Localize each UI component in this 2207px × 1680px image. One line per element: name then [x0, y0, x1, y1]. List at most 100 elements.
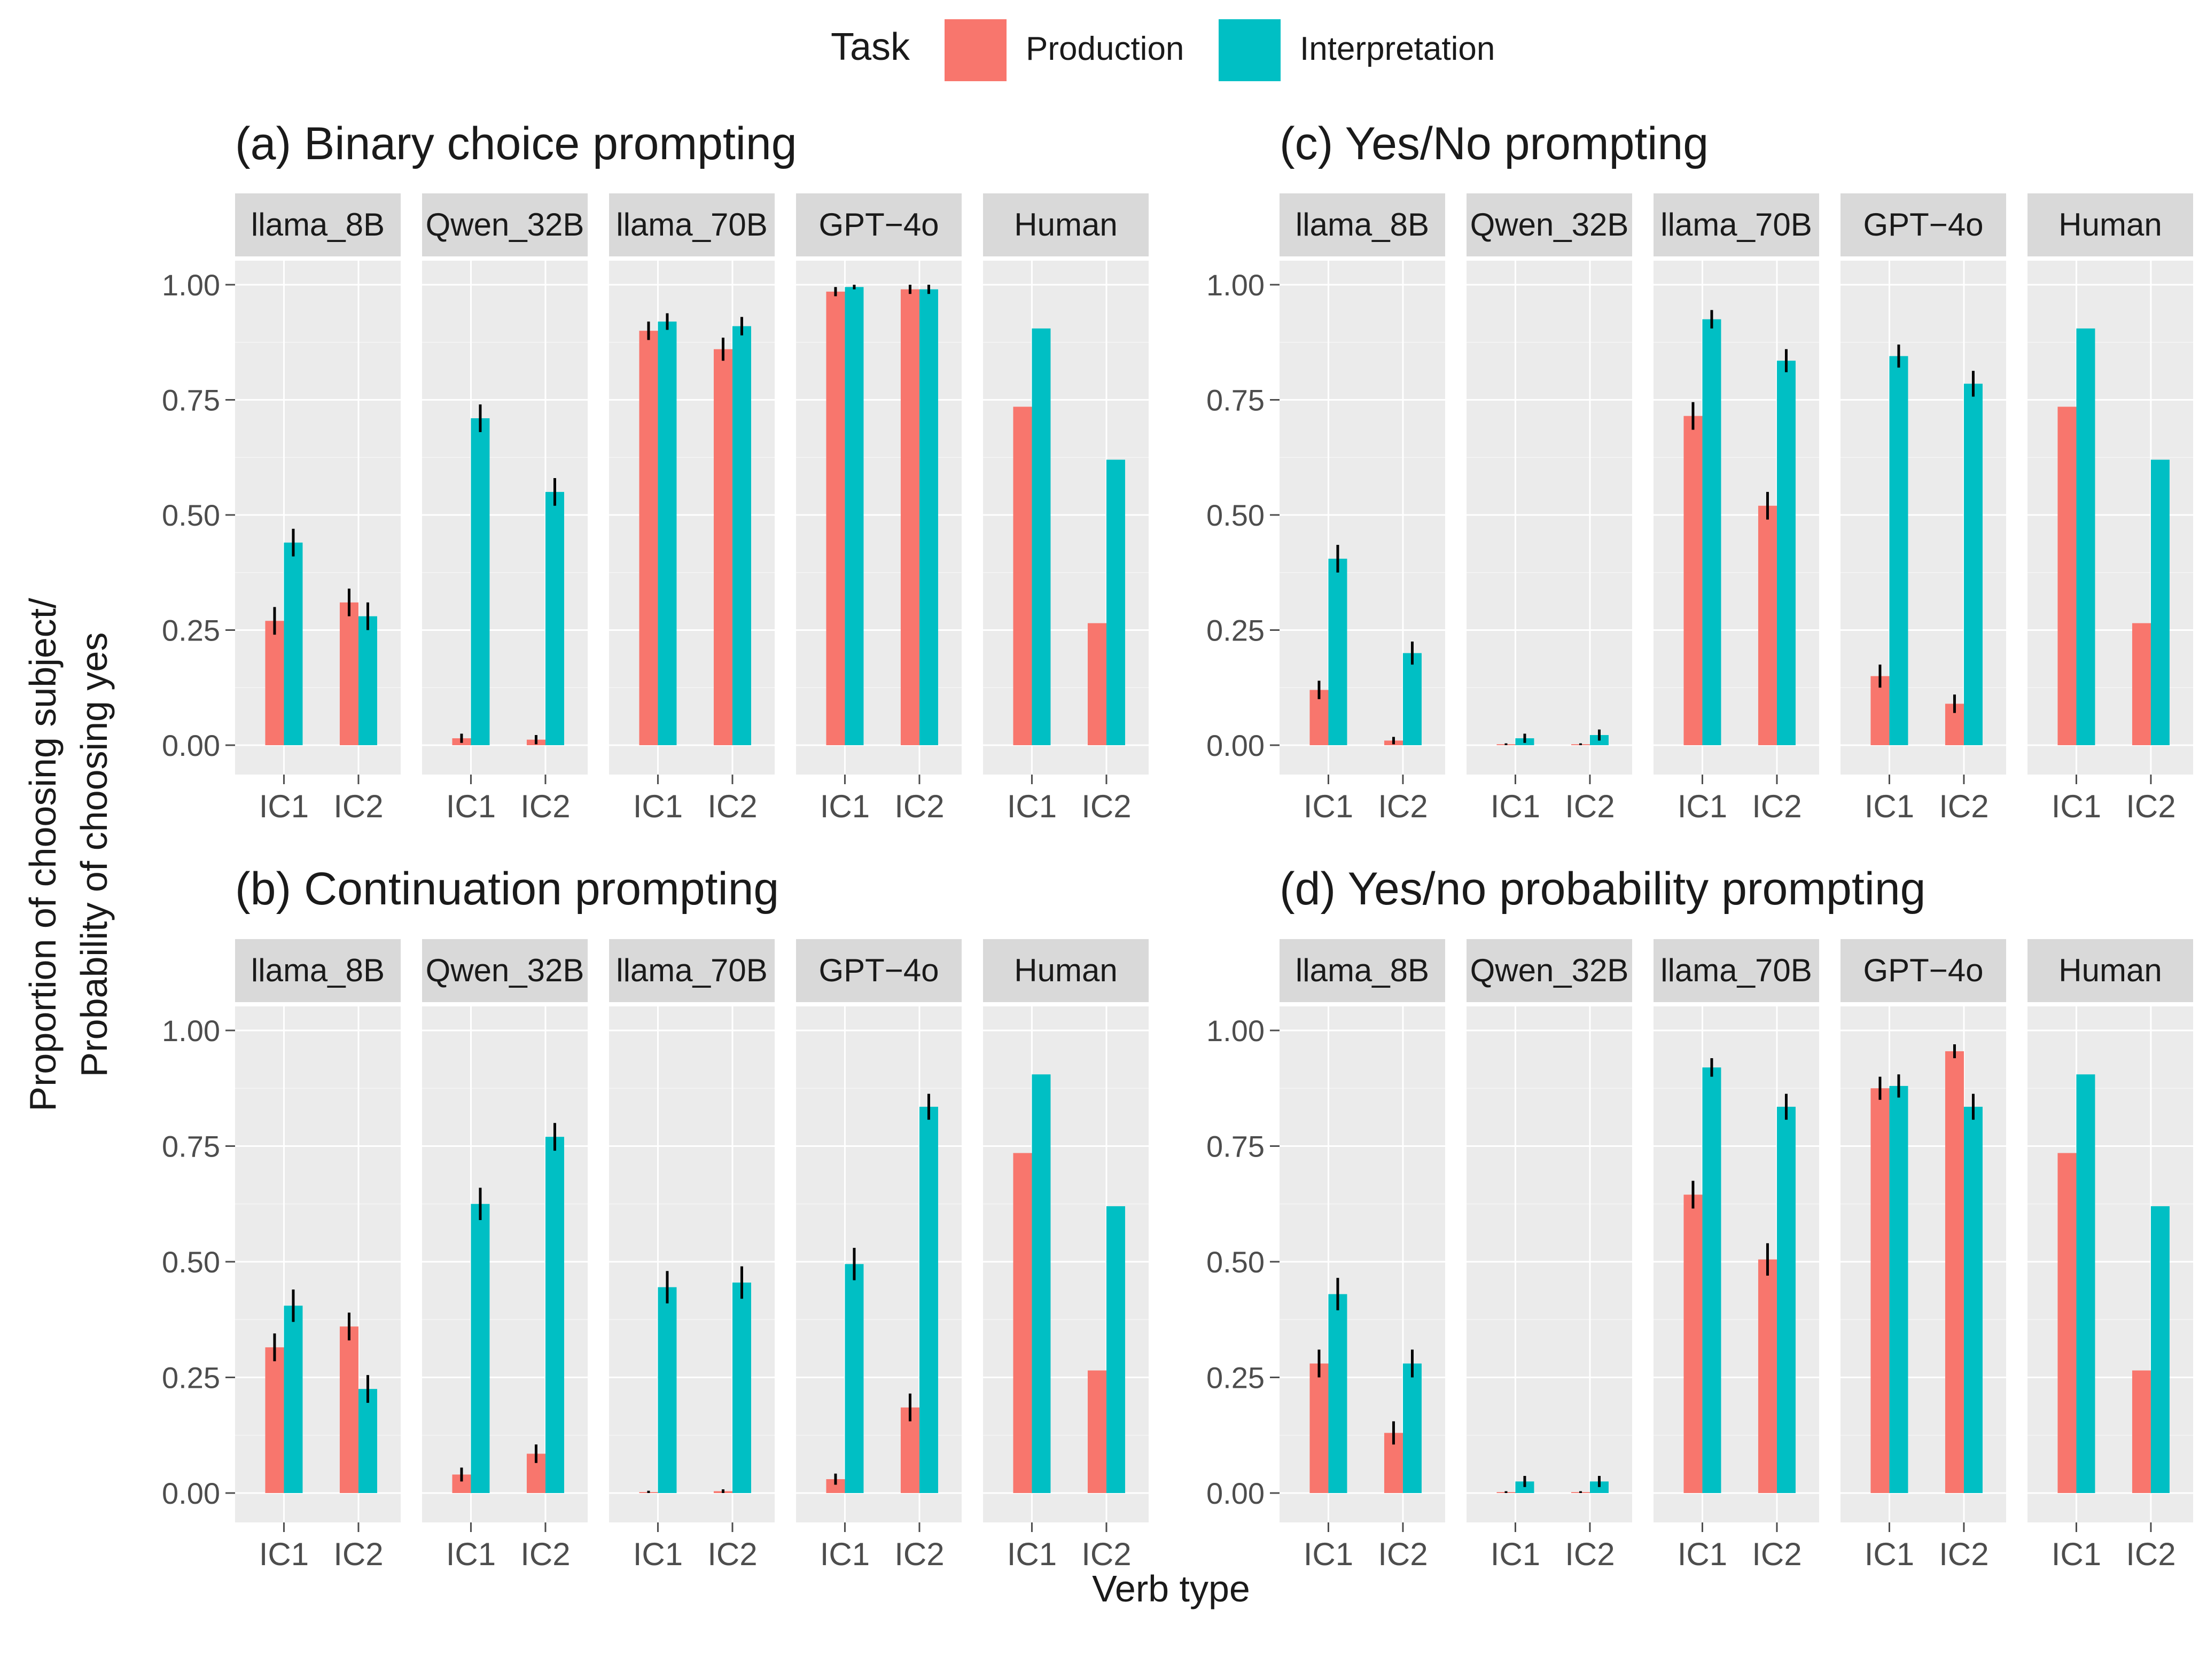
bar-interpretation-ic2 — [919, 1106, 938, 1493]
facet-strip — [609, 193, 775, 256]
y-tick-label: 1.00 — [162, 268, 220, 302]
x-tick-label: IC1 — [1491, 1536, 1540, 1572]
bar-production-ic1 — [2057, 407, 2077, 745]
y-tick-label: 1.00 — [1206, 1014, 1265, 1048]
bar-interpretation-ic2 — [1963, 1106, 1983, 1493]
panel-d: (d) Yes/no probability prompting 0.00 0.25… — [1206, 863, 2193, 1572]
x-tick-label: IC1 — [1304, 1536, 1353, 1572]
facet-strip — [983, 939, 1149, 1002]
facet-gpt4o: GPT−4o IC1 IC2 — [1841, 939, 2006, 1572]
facet-strip — [1467, 193, 1632, 256]
facet-strip — [422, 193, 588, 256]
facet-llama8b: llama_8B IC1 IC2 — [1280, 193, 1445, 824]
bar-interpretation-ic1 — [1328, 1294, 1347, 1493]
x-tick-label: IC1 — [259, 1536, 309, 1572]
facet-background — [1467, 1006, 1632, 1522]
facet-strip — [235, 939, 401, 1002]
x-tick-label: IC1 — [2052, 1536, 2101, 1572]
facet-strip-label: Human — [2058, 207, 2162, 243]
bar-interpretation-ic1 — [1702, 319, 1721, 745]
bar-production-ic2 — [2132, 623, 2151, 745]
bar-production-ic2 — [339, 602, 358, 745]
bar-production-ic1 — [265, 1347, 284, 1493]
facet-strip-label: llama_8B — [251, 207, 385, 243]
bar-production-ic2 — [713, 349, 732, 745]
bar-interpretation-ic1 — [1889, 356, 1908, 745]
bar-interpretation-ic1 — [1702, 1067, 1721, 1493]
bar-interpretation-ic1 — [845, 287, 864, 745]
bar-interpretation-ic2 — [2150, 459, 2170, 745]
facet-strip — [1654, 193, 1819, 256]
panel-title: (a) Binary choice prompting — [235, 118, 797, 169]
x-tick-label: IC1 — [446, 1536, 496, 1572]
x-tick-label: IC2 — [1565, 1536, 1615, 1572]
x-tick-label: IC2 — [1565, 788, 1615, 824]
facet-strip — [1654, 939, 1819, 1002]
bar-interpretation-ic1 — [1032, 1074, 1051, 1493]
x-tick-label: IC2 — [333, 788, 383, 824]
facet-gpt4o: GPT−4o IC1 IC2 — [1841, 193, 2006, 824]
legend-swatch-production — [945, 19, 1007, 81]
y-axis-label-line2: Probability of choosing yes — [73, 632, 115, 1077]
y-tick-label: 0.25 — [162, 1361, 220, 1395]
x-axis-label: Verb type — [1092, 1568, 1250, 1609]
bar-production-ic1 — [1013, 1153, 1032, 1493]
x-tick-label: IC2 — [1378, 788, 1428, 824]
x-tick-label: IC1 — [259, 788, 309, 824]
x-tick-label: IC2 — [520, 1536, 570, 1572]
bar-interpretation-ic2 — [1402, 653, 1422, 745]
bar-interpretation-ic1 — [658, 321, 677, 745]
facet-strip — [983, 193, 1149, 256]
legend-title: Task — [831, 26, 910, 68]
y-tick-label: 0.75 — [162, 384, 220, 417]
x-tick-label: IC2 — [1939, 1536, 1988, 1572]
facet-strip-label: GPT−4o — [818, 952, 939, 988]
y-tick-label: 0.75 — [1206, 1130, 1265, 1163]
bar-interpretation-ic2 — [2150, 1206, 2170, 1493]
facet-strip — [2027, 939, 2193, 1002]
x-tick-label: IC1 — [2052, 788, 2101, 824]
facet-strip-label: llama_70B — [616, 207, 768, 243]
facet-strip-label: llama_70B — [1660, 207, 1812, 243]
x-tick-label: IC2 — [707, 1536, 757, 1572]
facet-strip-label: GPT−4o — [818, 207, 939, 243]
facet-strip — [1841, 193, 2006, 256]
y-tick-label: 0.50 — [162, 498, 220, 532]
facet-llama70b: llama_70B IC1 IC2 — [609, 193, 775, 824]
facet-strip — [796, 193, 962, 256]
bar-interpretation-ic1 — [1328, 558, 1347, 745]
facet-llama70b: llama_70B IC1 IC2 — [1654, 193, 1819, 824]
x-tick-label: IC1 — [1678, 788, 1727, 824]
y-tick-label: 0.00 — [162, 1476, 220, 1510]
facet-human: Human IC1 IC2 — [983, 939, 1149, 1572]
bar-production-ic2 — [900, 289, 919, 745]
bar-interpretation-ic2 — [919, 289, 938, 745]
y-tick-label: 0.25 — [162, 614, 220, 647]
bar-production-ic1 — [639, 331, 658, 745]
y-tick-label: 0.00 — [1206, 729, 1265, 762]
x-tick-label: IC1 — [446, 788, 496, 824]
facet-qwen32b: Qwen_32B IC1 IC2 — [422, 193, 588, 824]
facet-llama8b: llama_8B IC1 IC2 — [235, 939, 401, 1572]
bar-interpretation-ic1 — [1032, 328, 1051, 745]
facet-gpt4o: GPT−4o IC1 IC2 — [796, 193, 962, 824]
bar-interpretation-ic2 — [1106, 1206, 1125, 1493]
panel-title: (d) Yes/no probability prompting — [1280, 863, 1926, 915]
bar-interpretation-ic1 — [1515, 1481, 1534, 1493]
x-tick-label: IC1 — [820, 788, 870, 824]
panel-a: (a) Binary choice prompting 0.00 0.25 0.50 0… — [162, 118, 1149, 824]
facet-strip-label: Qwen_32B — [1470, 207, 1629, 243]
bar-interpretation-ic1 — [471, 1204, 490, 1493]
x-tick-label: IC2 — [894, 1536, 944, 1572]
panels: (a) Binary choice prompting 0.00 0.25 0.50 0… — [162, 118, 2193, 1572]
bar-interpretation-ic2 — [358, 616, 377, 745]
bar-production-ic1 — [2057, 1153, 2077, 1493]
y-tick-label: 0.50 — [1206, 498, 1265, 532]
x-tick-label: IC1 — [633, 788, 683, 824]
facet-human: Human IC1 IC2 — [983, 193, 1149, 824]
bar-interpretation-ic1 — [284, 1306, 303, 1493]
facet-strip — [1280, 193, 1445, 256]
facet-strip — [422, 939, 588, 1002]
facet-strip-label: GPT−4o — [1863, 207, 1983, 243]
